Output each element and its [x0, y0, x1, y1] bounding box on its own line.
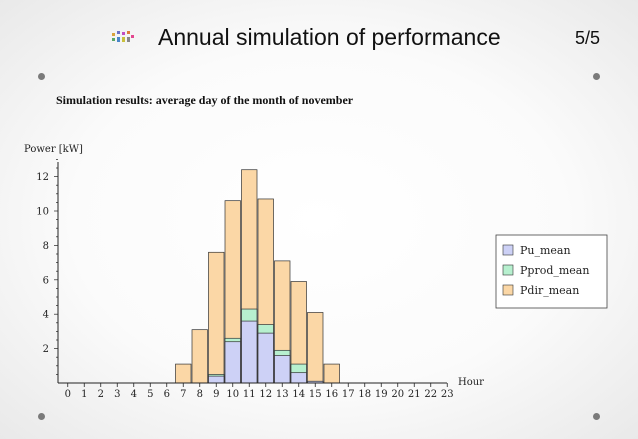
x-tick-label-8: 8 — [197, 389, 203, 400]
x-tick-label-15: 15 — [309, 389, 322, 400]
legend-label-pprod-mean: Pprod_mean — [520, 264, 589, 277]
y-tick-label-12: 12 — [36, 172, 49, 183]
x-tick-label-5: 5 — [147, 389, 153, 400]
y-tick-label-4: 4 — [43, 310, 49, 321]
x-tick-label-21: 21 — [408, 389, 421, 400]
bar-pdir-mean-7 — [175, 363, 192, 384]
x-tick-label-9: 9 — [213, 389, 219, 400]
nav-dot-top-left — [38, 73, 45, 80]
bar-pu-mean-12 — [257, 332, 274, 384]
nav-dot-bottom-left — [38, 413, 45, 420]
bar-pu-mean-14 — [290, 372, 307, 384]
y-tick-label-2: 2 — [43, 344, 49, 355]
x-tick-label-17: 17 — [342, 389, 355, 400]
x-tick-label-7: 7 — [180, 389, 186, 400]
x-tick-label-12: 12 — [259, 389, 272, 400]
bar-pdir-mean-8 — [191, 329, 208, 384]
x-tick-label-6: 6 — [164, 389, 170, 400]
slide-title: Annual simulation of performance — [158, 24, 501, 50]
legend-swatch-pprod-mean — [502, 264, 514, 276]
x-tick-label-18: 18 — [358, 389, 371, 400]
x-tick-label-1: 1 — [81, 389, 87, 400]
legend-label-pu-mean: Pu_mean — [520, 244, 571, 257]
bar-pu-mean-13 — [274, 355, 291, 384]
legend-label-pdir-mean: Pdir_mean — [520, 284, 579, 297]
x-tick-label-11: 11 — [243, 389, 256, 400]
y-tick-label-8: 8 — [43, 241, 49, 252]
x-tick-label-16: 16 — [325, 389, 338, 400]
x-tick-label-23: 23 — [441, 389, 454, 400]
bar-pu-mean-10 — [224, 341, 241, 384]
x-tick-label-19: 19 — [375, 389, 388, 400]
x-tick-label-14: 14 — [292, 389, 305, 400]
page-number: 5/5 — [574, 28, 600, 48]
x-tick-label-0: 0 — [65, 389, 71, 400]
x-tick-label-13: 13 — [276, 389, 289, 400]
y-tick-label-10: 10 — [36, 207, 49, 218]
x-tick-label-3: 3 — [114, 389, 120, 400]
nav-dot-bottom-right — [593, 413, 600, 420]
logo-icon — [112, 31, 134, 50]
legend-box — [495, 234, 608, 309]
y-axis-label: Power [kW] — [24, 144, 83, 155]
bar-pu-mean-9 — [208, 375, 225, 384]
legend-swatch-pdir-mean — [502, 284, 514, 296]
bar-pdir-mean-9 — [208, 251, 225, 384]
x-tick-label-20: 20 — [391, 389, 404, 400]
chart-subtitle: Simulation results: average day of the m… — [56, 93, 354, 107]
y-tick-label-6: 6 — [43, 275, 49, 286]
x-tick-label-4: 4 — [131, 389, 137, 400]
x-tick-label-10: 10 — [226, 389, 239, 400]
bar-pu-mean-11 — [241, 320, 258, 384]
nav-dot-top-right — [593, 73, 600, 80]
x-tick-label-2: 2 — [98, 389, 104, 400]
bar-pdir-mean-16 — [323, 363, 340, 384]
x-tick-label-22: 22 — [424, 389, 437, 400]
x-axis-label: Hour — [458, 377, 484, 388]
legend-swatch-pu-mean — [502, 244, 514, 256]
bar-pdir-mean-15 — [307, 312, 324, 384]
